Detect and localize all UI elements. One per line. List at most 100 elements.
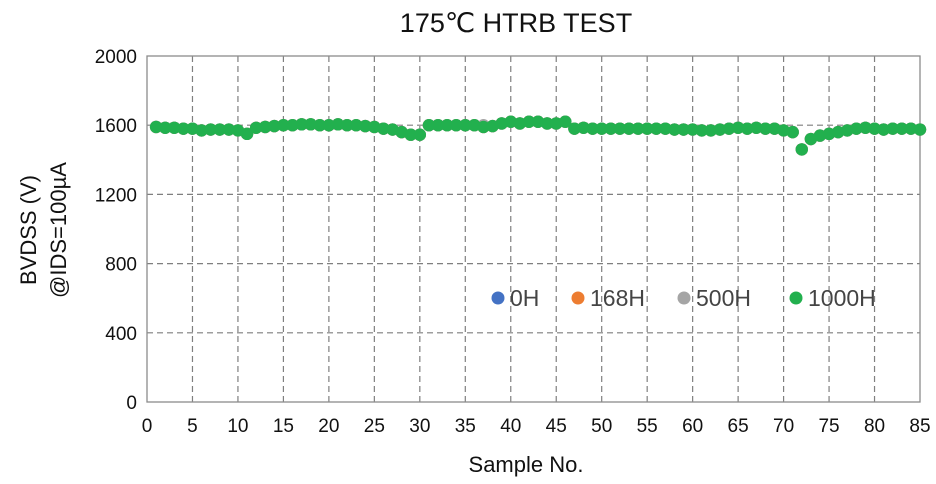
- data-point: [377, 122, 390, 135]
- data-point: [895, 122, 909, 135]
- data-point: [622, 122, 636, 135]
- x-tick-label: 20: [318, 416, 339, 437]
- y-axis-label-line-2: @IDS=100µA: [46, 162, 71, 298]
- legend-marker: [677, 291, 691, 305]
- data-point: [277, 119, 290, 132]
- data-point: [459, 119, 472, 132]
- data-point: [686, 123, 699, 136]
- x-tick-label: 70: [773, 416, 794, 437]
- data-point: [404, 128, 417, 141]
- data-point: [677, 123, 690, 136]
- x-tick-label: 15: [273, 416, 294, 437]
- data-point: [195, 124, 208, 137]
- data-point: [413, 128, 427, 141]
- data-point: [650, 122, 663, 135]
- legend-item: 500H: [677, 285, 751, 311]
- data-point: [604, 122, 617, 135]
- data-point: [859, 121, 872, 134]
- data-point: [704, 124, 718, 137]
- x-tick-label: 65: [728, 416, 749, 437]
- legend-label: 168H: [590, 285, 645, 311]
- data-point: [268, 119, 281, 133]
- y-tick-label: 0: [126, 393, 137, 414]
- legend-label: 500H: [696, 285, 751, 311]
- data-point: [222, 123, 236, 136]
- data-point: [149, 120, 163, 134]
- data-point: [158, 121, 172, 134]
- data-point: [722, 122, 736, 135]
- data-point: [750, 121, 763, 134]
- x-tick-label: 80: [864, 416, 885, 437]
- y-tick-label: 1200: [95, 185, 137, 206]
- data-point: [522, 115, 536, 128]
- x-tick-label: 35: [455, 416, 476, 437]
- data-point: [577, 121, 590, 134]
- data-point: [795, 143, 808, 156]
- y-axis-label-line-1: BVDSS (V): [16, 175, 41, 285]
- data-point: [586, 122, 599, 135]
- legend-label: 1000H: [808, 285, 876, 311]
- x-tick-label: 55: [637, 416, 658, 437]
- data-point: [877, 123, 890, 136]
- data-point: [331, 118, 345, 131]
- data-point: [613, 122, 627, 135]
- data-point: [259, 120, 272, 134]
- x-tick-label: 40: [500, 416, 521, 437]
- data-point: [640, 122, 654, 135]
- x-axis-label: Sample No.: [469, 452, 584, 477]
- data-point: [868, 122, 881, 135]
- data-point: [213, 123, 226, 136]
- y-axis-ticks: 0 400 800 1200 1600 2000: [95, 47, 137, 414]
- data-point: [559, 115, 572, 128]
- legend-marker: [491, 291, 505, 305]
- data-point: [741, 122, 754, 135]
- y-tick-label: 2000: [95, 47, 137, 68]
- data-point: [286, 119, 299, 132]
- data-point: [177, 122, 190, 135]
- data-point: [659, 122, 672, 135]
- data-point: [595, 122, 608, 135]
- legend-item: 168H: [571, 285, 645, 311]
- data-point: [422, 119, 436, 132]
- data-point: [759, 122, 772, 135]
- data-point: [204, 123, 217, 136]
- legend-label: 0H: [510, 285, 539, 311]
- legend-item: 1000H: [789, 285, 876, 311]
- x-tick-label: 60: [682, 416, 703, 437]
- y-axis-label: BVDSS (V) @IDS=100µA: [16, 162, 71, 298]
- data-point: [440, 119, 454, 132]
- data-point: [850, 122, 863, 135]
- data-point: [668, 123, 681, 136]
- data-point: [322, 119, 336, 132]
- data-point: [713, 123, 727, 136]
- data-point: [913, 123, 927, 136]
- y-tick-label: 1600: [95, 116, 137, 137]
- x-tick-label: 25: [364, 416, 385, 437]
- data-point: [886, 122, 899, 135]
- data-point: [731, 121, 745, 134]
- x-tick-label: 85: [909, 416, 930, 437]
- data-point: [340, 119, 354, 132]
- data-point: [786, 125, 799, 139]
- legend-item: 0H: [491, 285, 539, 311]
- data-point: [313, 119, 326, 132]
- data-point: [240, 127, 254, 141]
- data-point: [477, 120, 490, 134]
- chart-title: 175℃ HTRB TEST: [400, 8, 632, 38]
- data-point: [431, 119, 445, 132]
- legend: 0H 168H 500H 1000H: [491, 285, 876, 311]
- data-point: [631, 122, 645, 135]
- data-point: [695, 124, 708, 137]
- data-point: [904, 122, 918, 135]
- x-tick-label: 0: [142, 416, 153, 437]
- data-point: [450, 119, 463, 132]
- plot-area: [146, 55, 921, 403]
- x-tick-label: 50: [591, 416, 612, 437]
- legend-marker: [789, 291, 803, 305]
- x-tick-label: 75: [818, 416, 839, 437]
- y-tick-label: 800: [105, 255, 137, 276]
- grid-lines: [147, 56, 920, 402]
- data-point: [168, 121, 181, 134]
- x-tick-label: 30: [409, 416, 430, 437]
